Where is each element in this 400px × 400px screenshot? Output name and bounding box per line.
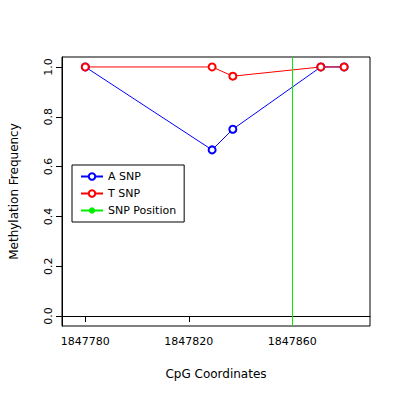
- svg-text:0.8: 0.8: [42, 108, 55, 126]
- svg-text:1847860: 1847860: [268, 335, 317, 348]
- svg-text:0.0: 0.0: [42, 307, 55, 325]
- svg-text:1847780: 1847780: [61, 335, 110, 348]
- svg-text:1.0: 1.0: [42, 58, 55, 76]
- svg-text:0.4: 0.4: [42, 208, 55, 226]
- svg-text:CpG Coordinates: CpG Coordinates: [165, 367, 266, 381]
- svg-text:T SNP: T SNP: [107, 187, 140, 200]
- svg-text:A SNP: A SNP: [108, 170, 141, 183]
- svg-text:0.6: 0.6: [42, 158, 55, 176]
- svg-text:Methylation Frequency: Methylation Frequency: [7, 123, 21, 260]
- svg-text:SNP Position: SNP Position: [108, 204, 176, 217]
- svg-text:1847820: 1847820: [164, 335, 213, 348]
- svg-text:0.2: 0.2: [42, 257, 55, 275]
